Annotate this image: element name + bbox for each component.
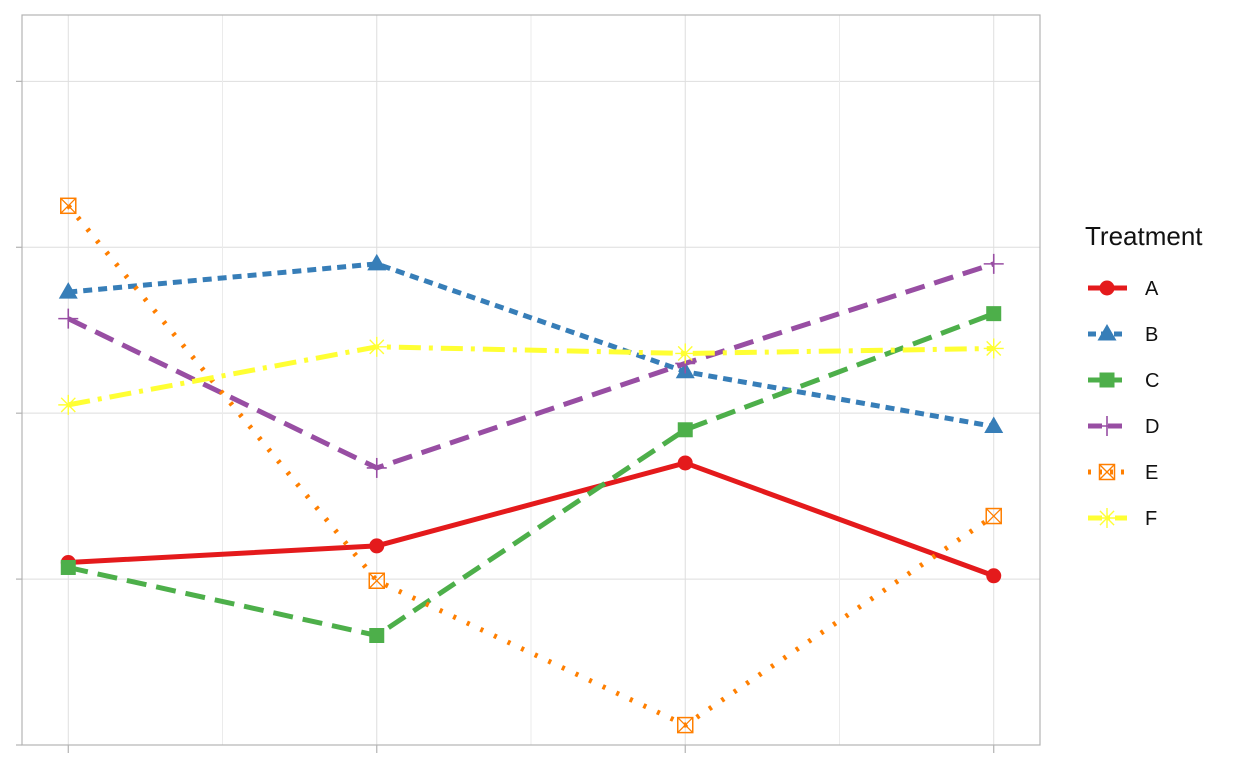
marker-square-outline <box>1098 463 1116 481</box>
grid-layer <box>22 15 1040 746</box>
marker-cross-b <box>368 572 385 589</box>
legend-item-e: E <box>1088 462 1158 484</box>
data-point <box>368 572 386 589</box>
marker-triangle <box>58 282 78 299</box>
marker-asterisk-arm <box>369 339 385 355</box>
marker-square-outline <box>676 716 694 734</box>
data-point <box>369 538 385 554</box>
data-point <box>60 559 76 575</box>
legend-item-f: F <box>1088 508 1157 530</box>
legend-key-marker <box>1099 280 1115 296</box>
series-line-f <box>67 344 994 408</box>
series-c <box>60 306 1002 643</box>
marker-square <box>60 559 76 575</box>
legend-key-marker <box>1097 324 1117 341</box>
marker-square-outline <box>368 572 386 589</box>
series-layer <box>58 197 1004 734</box>
marker-cross-b <box>985 508 1002 525</box>
series-line-e <box>66 204 996 728</box>
marker-square-outline <box>985 507 1002 525</box>
marker-square <box>1099 372 1115 388</box>
marker-triangle <box>1097 324 1117 341</box>
marker-cross-b <box>677 717 694 734</box>
marker-circle <box>986 568 1002 584</box>
data-point <box>986 306 1002 322</box>
legend-key-marker <box>1098 463 1116 481</box>
data-point <box>984 416 1004 433</box>
marker-circle <box>1099 280 1115 296</box>
legend-key-marker <box>1099 372 1115 388</box>
series-f <box>58 336 1004 415</box>
series-line-b <box>68 261 995 429</box>
legend-item-b: B <box>1088 324 1158 346</box>
marker-asterisk-arm <box>677 345 693 362</box>
legend-item-c: C <box>1088 370 1159 392</box>
marker-cross-b <box>1099 464 1115 480</box>
data-point <box>677 455 693 471</box>
legend-title: Treatment <box>1085 221 1203 251</box>
data-point <box>677 422 693 438</box>
marker-triangle <box>984 416 1004 433</box>
data-point <box>366 457 387 478</box>
marker-triangle <box>367 253 387 271</box>
legend: Treatment A B C D E F <box>1085 221 1203 530</box>
data-point <box>369 628 385 643</box>
marker-asterisk-arm <box>986 340 1002 357</box>
data-point <box>367 253 387 271</box>
data-point <box>366 336 387 357</box>
legend-label: F <box>1145 508 1157 530</box>
legend-label: A <box>1145 278 1159 300</box>
data-point <box>986 568 1002 584</box>
data-point <box>676 716 694 734</box>
data-point <box>985 507 1002 525</box>
data-point <box>675 343 696 364</box>
marker-square <box>677 422 693 438</box>
data-point <box>60 197 77 215</box>
data-point <box>983 338 1004 359</box>
data-point <box>58 308 79 329</box>
marker-square-outline <box>60 197 77 215</box>
data-point <box>58 282 78 299</box>
series-line-c <box>67 311 995 638</box>
plot-panel-border <box>21 14 1041 746</box>
legend-item-a: A <box>1088 278 1159 300</box>
series-line-a <box>68 460 995 579</box>
axis-ticks <box>16 80 995 753</box>
legend-key-marker <box>1097 508 1117 528</box>
legend-label: C <box>1145 370 1159 392</box>
legend-item-d: D <box>1088 416 1159 438</box>
marker-asterisk-arm <box>1099 510 1115 526</box>
data-point <box>983 253 1004 274</box>
marker-square <box>369 628 385 643</box>
legend-label: E <box>1145 462 1158 484</box>
marker-cross-b <box>60 197 77 214</box>
legend-key-marker <box>1097 416 1117 436</box>
marker-circle <box>369 538 385 554</box>
series-e <box>60 197 1002 734</box>
marker-square <box>986 306 1002 322</box>
legend-label: B <box>1145 324 1158 346</box>
data-point <box>58 394 79 415</box>
marker-asterisk-arm <box>60 397 76 413</box>
legend-label: D <box>1145 416 1159 438</box>
marker-circle <box>677 455 693 471</box>
